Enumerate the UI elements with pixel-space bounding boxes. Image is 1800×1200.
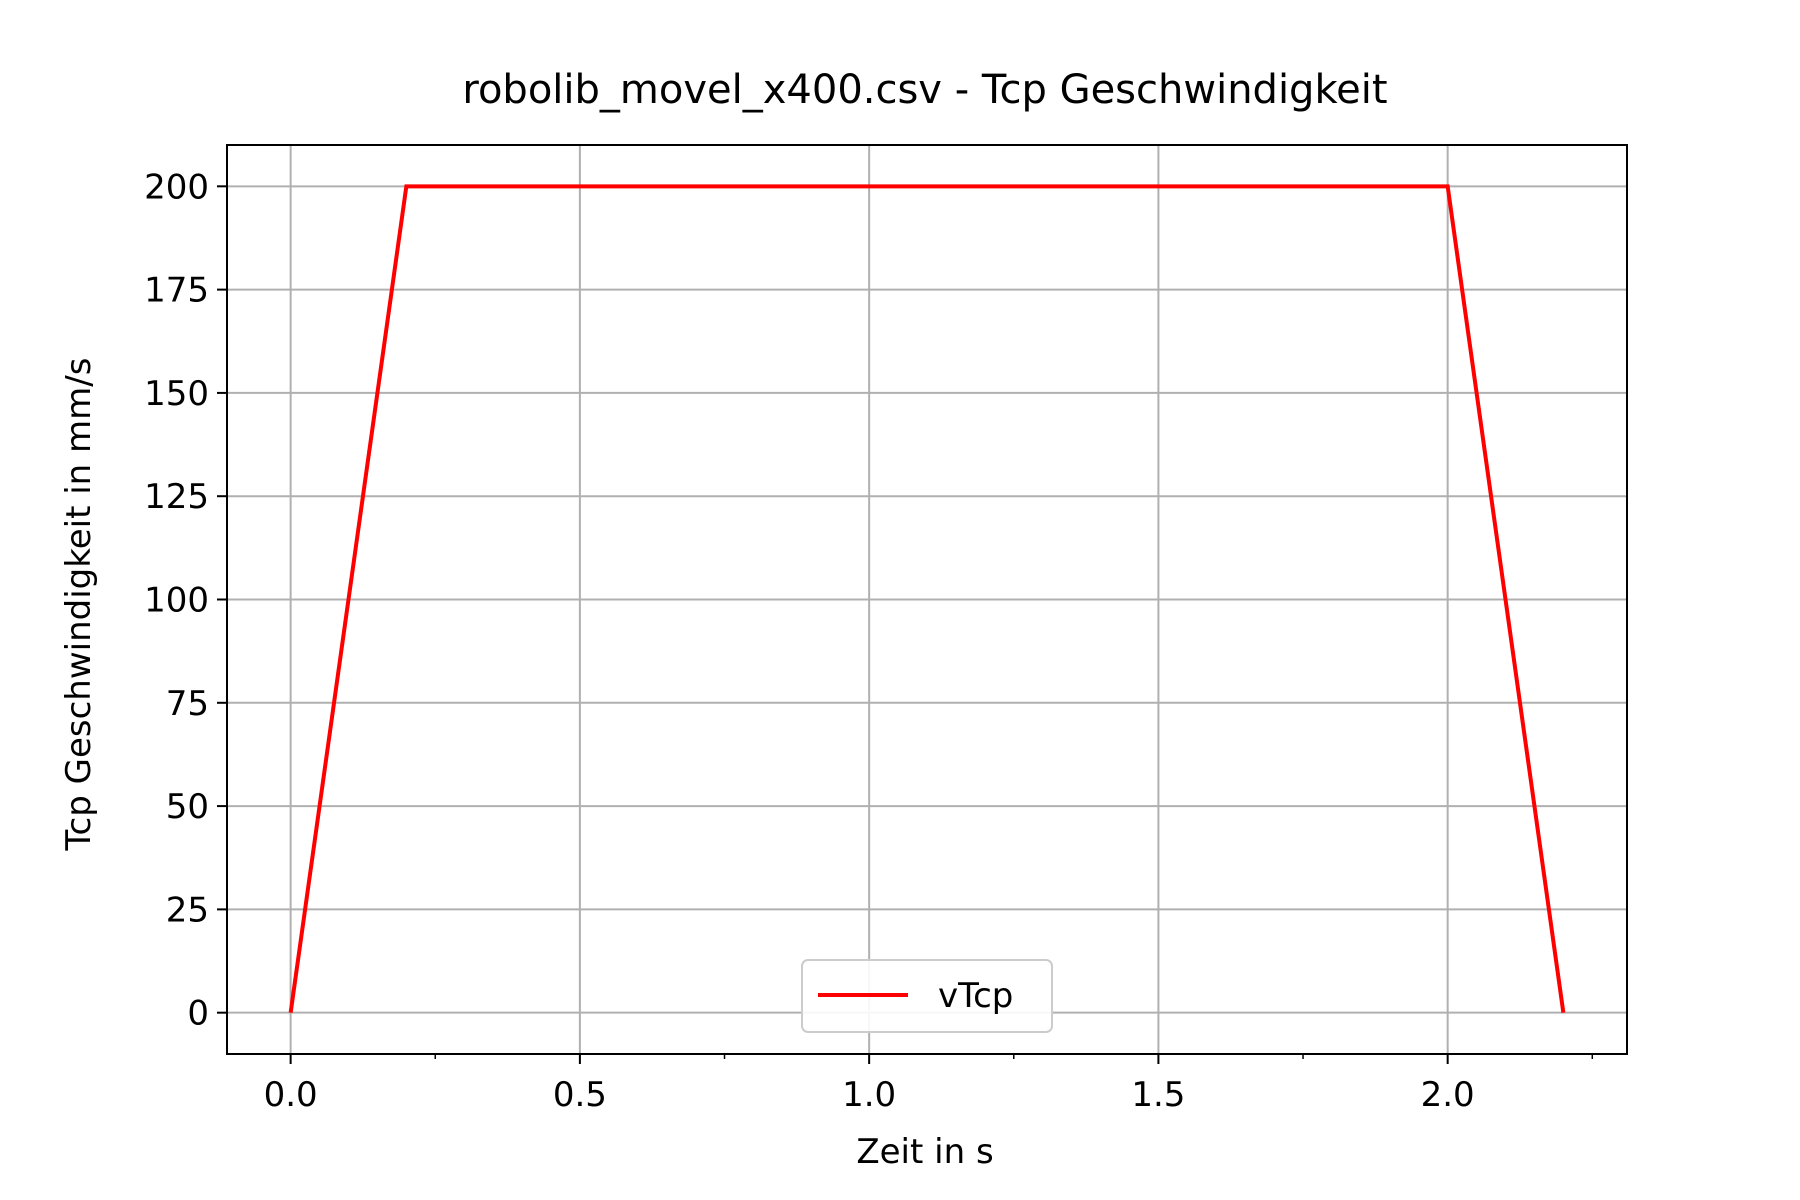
y-tick-label: 50 — [166, 787, 209, 827]
x-tick-label: 2.0 — [1421, 1075, 1475, 1115]
x-axis-ticks: 0.0 0.5 1.0 1.5 2.0 — [264, 1054, 1594, 1115]
x-tick-label: 0.5 — [553, 1075, 607, 1115]
y-tick-label: 150 — [144, 374, 209, 414]
y-axis-label: Tcp Geschwindigkeit in mm/s — [59, 358, 99, 852]
y-tick-label: 0 — [187, 994, 209, 1034]
series-layer — [288, 184, 1566, 1013]
x-tick-label: 1.0 — [842, 1075, 896, 1115]
x-tick-label: 1.5 — [1131, 1075, 1185, 1115]
y-tick-label: 125 — [144, 477, 209, 517]
x-tick-label: 0.0 — [264, 1075, 318, 1115]
y-tick-label: 25 — [166, 890, 209, 930]
y-tick-label: 100 — [144, 581, 209, 621]
y-tick-label: 200 — [144, 167, 209, 207]
y-tick-label: 75 — [166, 684, 209, 724]
x-axis-label: Zeit in s — [856, 1132, 993, 1172]
chart-title: robolib_movel_x400.csv - Tcp Geschwindig… — [462, 67, 1387, 113]
legend-label-vtcp: vTcp — [938, 976, 1013, 1016]
y-axis-ticks: 0 25 50 75 100 125 150 175 200 — [144, 167, 227, 1034]
legend: vTcp — [801, 959, 1053, 1033]
legend-box — [801, 959, 1053, 1033]
y-tick-label: 175 — [144, 271, 209, 311]
series-line-vtcp — [288, 184, 1566, 1013]
